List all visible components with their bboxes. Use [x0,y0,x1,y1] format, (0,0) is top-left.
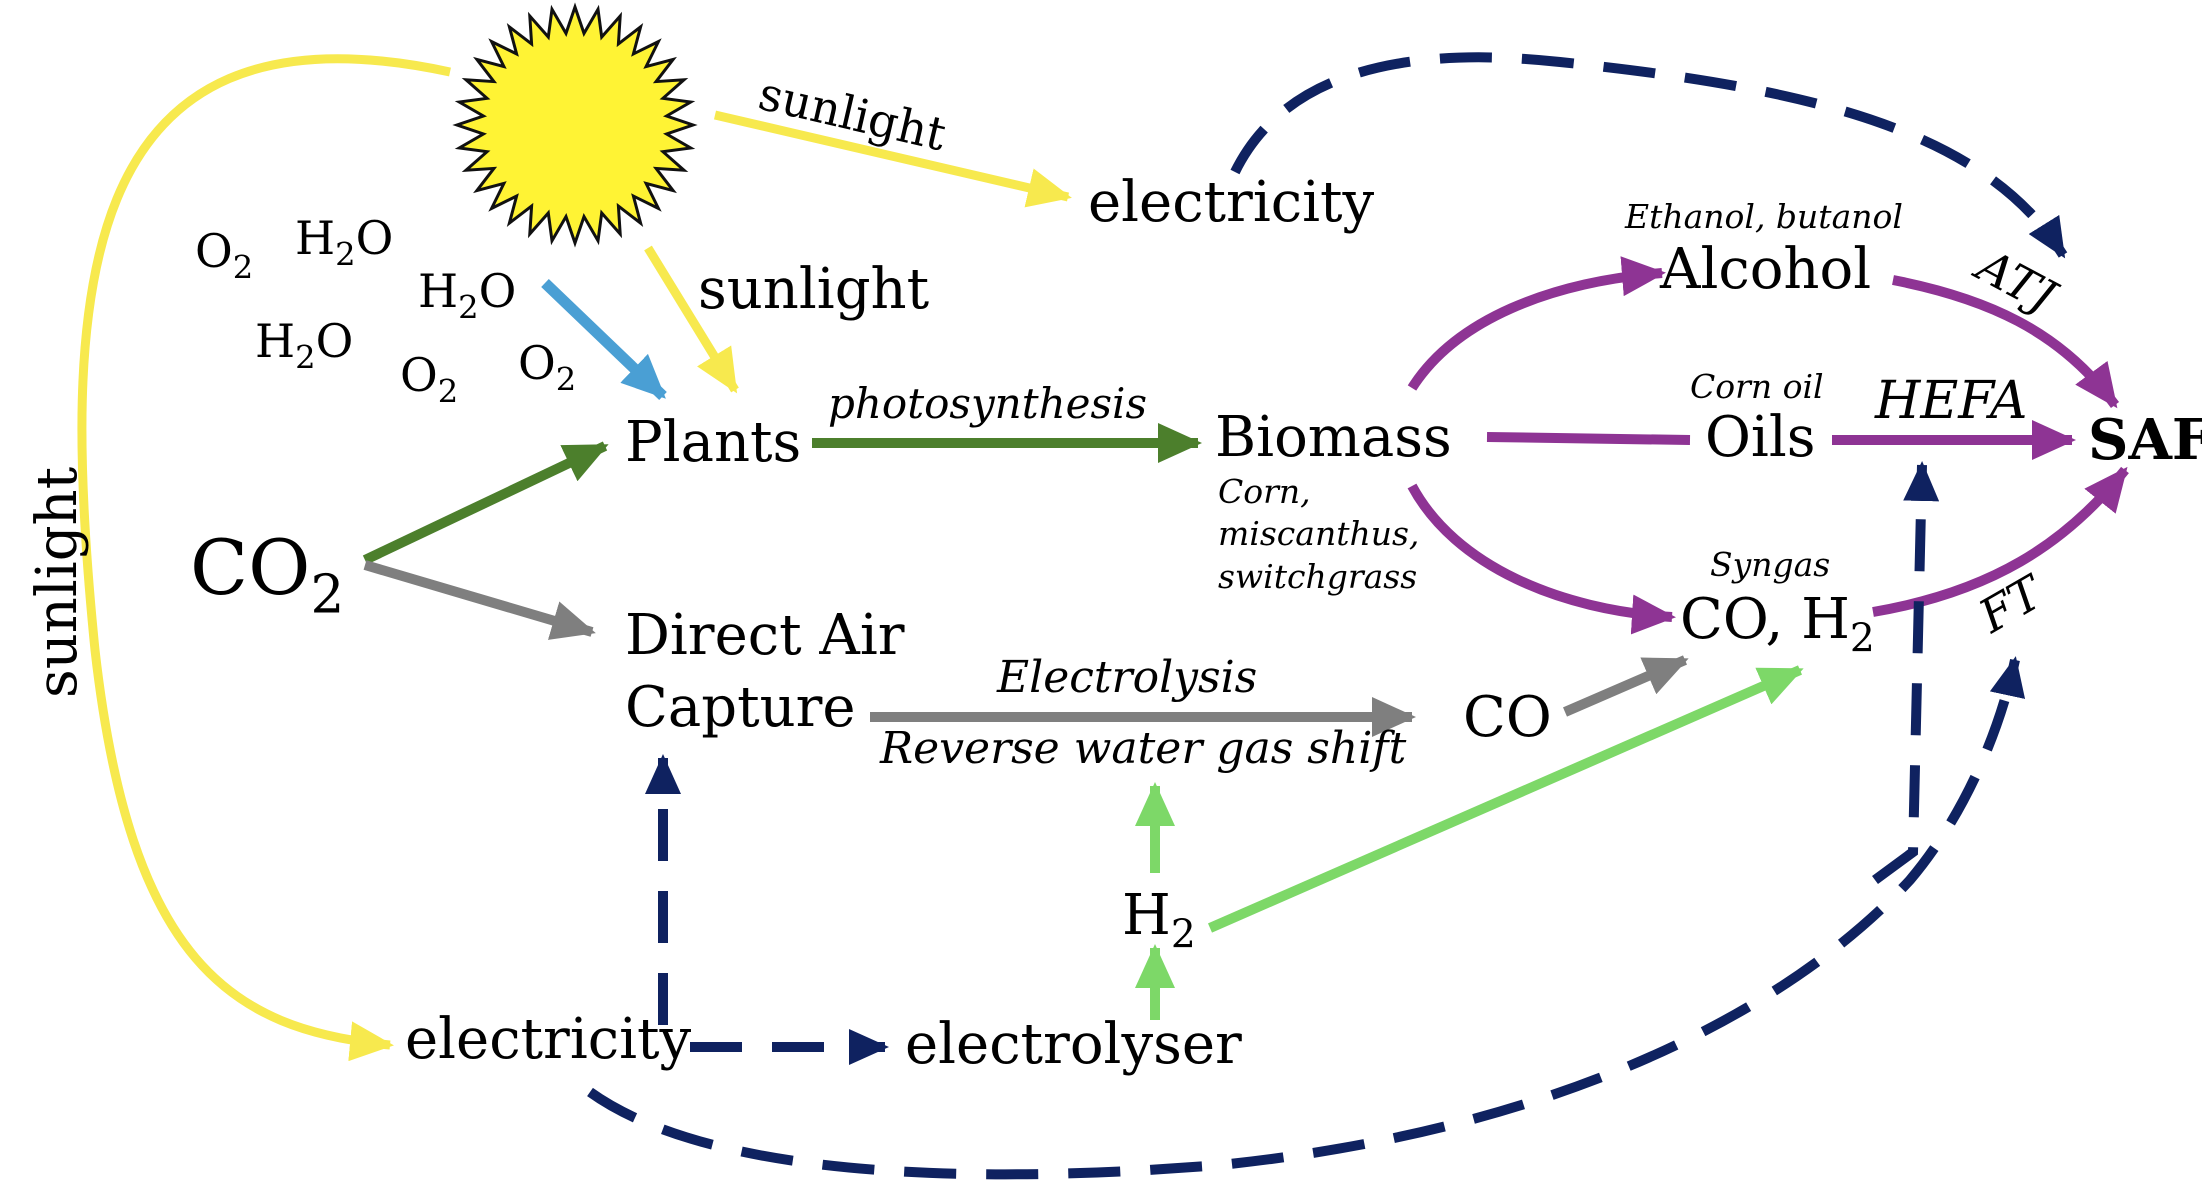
label-dac-line-1: Direct Air [625,603,905,668]
label-o2-b: O2 [400,348,459,411]
label-alcohol-note: Ethanol, butanol [1625,197,1903,236]
arrow-water-to-plants [541,279,667,400]
sun-icon [452,2,698,248]
label-alcohol: Alcohol [1660,237,1872,302]
label-photosynthesis: photosynthesis [828,379,1148,428]
label-electricity-bottom: electricity [405,1007,692,1072]
label-plants: Plants [625,410,802,475]
label-co2: CO2 [190,523,345,626]
label-syngas-note: Syngas [1710,545,1831,584]
arrow-electricity-to-hefa [1872,461,1940,885]
label-dac-line-2: Capture [625,675,856,740]
label-electricity-top: electricity [1088,170,1375,235]
label-h2o-c: H2O [255,314,354,377]
arrow-sun-to-plants [644,245,739,394]
label-rwgs: Reverse water gas shift [880,723,1407,774]
arrow-h2-to-syngas [1207,665,1804,933]
label-syngas: CO, H2 [1680,587,1875,662]
label-biomass-note-1: Corn, [1218,472,1311,511]
arrow-sun-to-bottom-electricity [77,54,451,1062]
label-biomass-note-2: miscanthus, [1218,514,1420,553]
arrow-electricity-to-ft [587,656,2026,1180]
arrow-co2-to-plants [362,441,609,565]
arrow-top-electricity-to-saf [1230,52,2068,259]
label-electrolyser: electrolyser [905,1012,1242,1077]
label-o2-a: O2 [195,224,254,287]
label-hefa: HEFA [1875,371,2028,431]
label-electrolysis: Electrolysis [997,652,1258,703]
arrow-biomass-to-alcohol [1407,256,1666,391]
label-biomass-note-3: switchgrass [1218,557,1418,596]
arrow-biomass-to-syngas [1407,483,1676,635]
label-co: CO [1463,685,1552,750]
label-saf: SAF [2088,407,2202,473]
arrow-co2-to-dac [363,560,596,640]
label-h2o-a: H2O [295,211,394,274]
label-sunlight-mid: sunlight [698,257,930,322]
label-oils-note: Corn oil [1690,367,1824,406]
label-oils: Oils [1705,405,1816,470]
label-sunlight-left: sunlight [25,466,90,698]
arrow-biomass-to-oils [1486,432,1691,445]
label-biomass: Biomass [1215,405,1452,470]
arrow-co-to-syngas [1563,655,1689,717]
label-o2-c: O2 [518,336,577,399]
label-h2: H2 [1122,883,1196,958]
arrow-sun-to-top-electricity [713,110,1072,208]
label-h2o-b: H2O [418,264,517,327]
arrow-alcohol-to-saf [1892,275,2120,409]
